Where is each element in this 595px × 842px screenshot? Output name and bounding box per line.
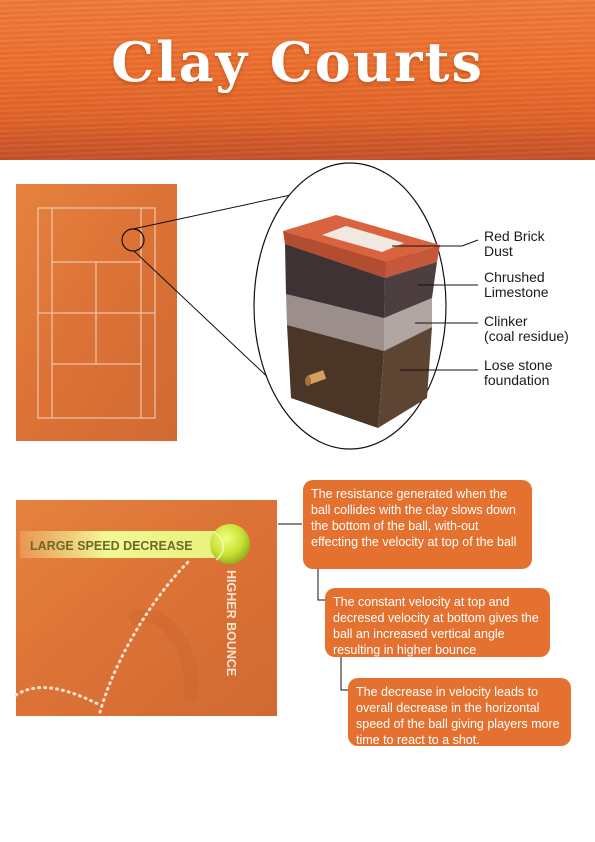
label-clinker: Clinker (coal residue) — [484, 314, 569, 344]
tennis-ball-icon — [210, 524, 250, 564]
court-line-strip — [322, 226, 404, 252]
label-limestone: Chrushed Limestone — [484, 270, 549, 300]
court-lines — [37, 207, 156, 419]
clay-texture — [0, 0, 595, 160]
speed-glow — [20, 531, 235, 558]
zoom-line-bottom — [133, 250, 277, 386]
title-banner: Clay Courts — [0, 0, 595, 160]
bounce-trajectory — [98, 558, 192, 714]
label-brick-dust: Red Brick Dust — [484, 229, 545, 259]
drain-pipe — [305, 370, 327, 386]
zoom-line-top — [132, 192, 301, 230]
incoming-trajectory — [14, 686, 102, 707]
label-limestone-text: Chrushed Limestone — [484, 269, 549, 300]
speed-label: LARGE SPEED DECREASE — [30, 539, 193, 553]
note-reaction-time: The decrease in velocity leads to overal… — [348, 678, 571, 747]
bounce-label: HIGHER BOUNCE — [224, 570, 238, 676]
clay-photo: LARGE SPEED DECREASE HIGHER BOUNCE — [14, 500, 277, 716]
note-vertical-angle: The constant velocity at top and decrese… — [325, 588, 550, 657]
page-title: Clay Courts — [111, 30, 484, 94]
layer-brick-dust — [283, 215, 440, 278]
label-foundation-text: Lose stone foundation — [484, 357, 553, 388]
label-clinker-text: Clinker (coal residue) — [484, 313, 569, 344]
layer-stack — [283, 215, 440, 428]
court-overview — [16, 184, 177, 441]
layer-leaders — [392, 239, 479, 371]
label-brick-dust-text: Red Brick Dust — [484, 228, 545, 259]
note-resistance: The resistance generated when the ball c… — [303, 480, 532, 569]
label-foundation: Lose stone foundation — [484, 358, 553, 388]
